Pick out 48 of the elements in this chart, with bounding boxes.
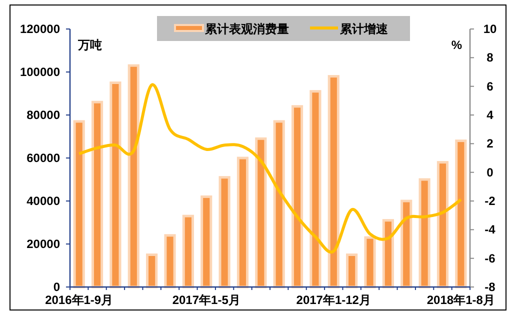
bar xyxy=(200,195,212,288)
y-tick-label: 100000 xyxy=(20,65,60,79)
legend-label: 累计增速 xyxy=(339,22,389,36)
bar xyxy=(236,156,249,288)
x-tick-label: 2016年1-9月 xyxy=(45,293,114,307)
bar xyxy=(128,64,140,288)
y2-axis-title: % xyxy=(451,38,462,52)
y2-tick-label: -2 xyxy=(484,194,496,208)
y2-tick-label: -8 xyxy=(484,280,496,294)
bar xyxy=(418,178,430,288)
x-tick-label: 2017年1-12月 xyxy=(296,293,371,307)
y2-tick-label: 6 xyxy=(486,79,494,94)
y2-tick-label: -4 xyxy=(484,222,496,237)
bar xyxy=(73,120,85,288)
y-tick-label: 0 xyxy=(53,280,60,294)
bar xyxy=(91,100,104,288)
bar xyxy=(400,200,412,288)
bar xyxy=(182,214,194,288)
bar xyxy=(455,140,467,288)
y-tick-label: 120000 xyxy=(20,22,60,36)
y-tick-label: 80000 xyxy=(26,108,60,122)
bar xyxy=(273,120,285,288)
bar xyxy=(436,161,449,288)
y2-tick-label: 10 xyxy=(483,22,497,36)
y2-tick-label: -6 xyxy=(484,251,496,266)
bar xyxy=(382,219,394,288)
y-tick-label: 40000 xyxy=(26,194,60,208)
bar xyxy=(291,105,304,288)
x-tick-label: 2017年1-5月 xyxy=(172,293,240,307)
bar xyxy=(364,236,376,288)
line-series xyxy=(78,83,462,253)
y2-tick-label: 4 xyxy=(486,108,494,122)
y-tick-label: 60000 xyxy=(26,151,60,165)
bar xyxy=(146,254,158,288)
bar xyxy=(218,176,230,288)
legend-label: 累计表观消费量 xyxy=(204,22,289,36)
y2-tick-label: 8 xyxy=(486,50,494,65)
bar xyxy=(164,234,176,288)
bar xyxy=(328,75,340,288)
bar xyxy=(110,82,122,288)
y2-tick-label: 2 xyxy=(486,136,494,151)
y2-tick-label: 0 xyxy=(486,165,494,180)
y-tick-label: 20000 xyxy=(26,237,60,251)
bar xyxy=(346,254,358,288)
bar xyxy=(310,90,322,288)
x-tick-label: 2018年1-8月 xyxy=(426,293,495,307)
y-axis-title: 万吨 xyxy=(77,38,102,52)
bar xyxy=(255,137,267,288)
